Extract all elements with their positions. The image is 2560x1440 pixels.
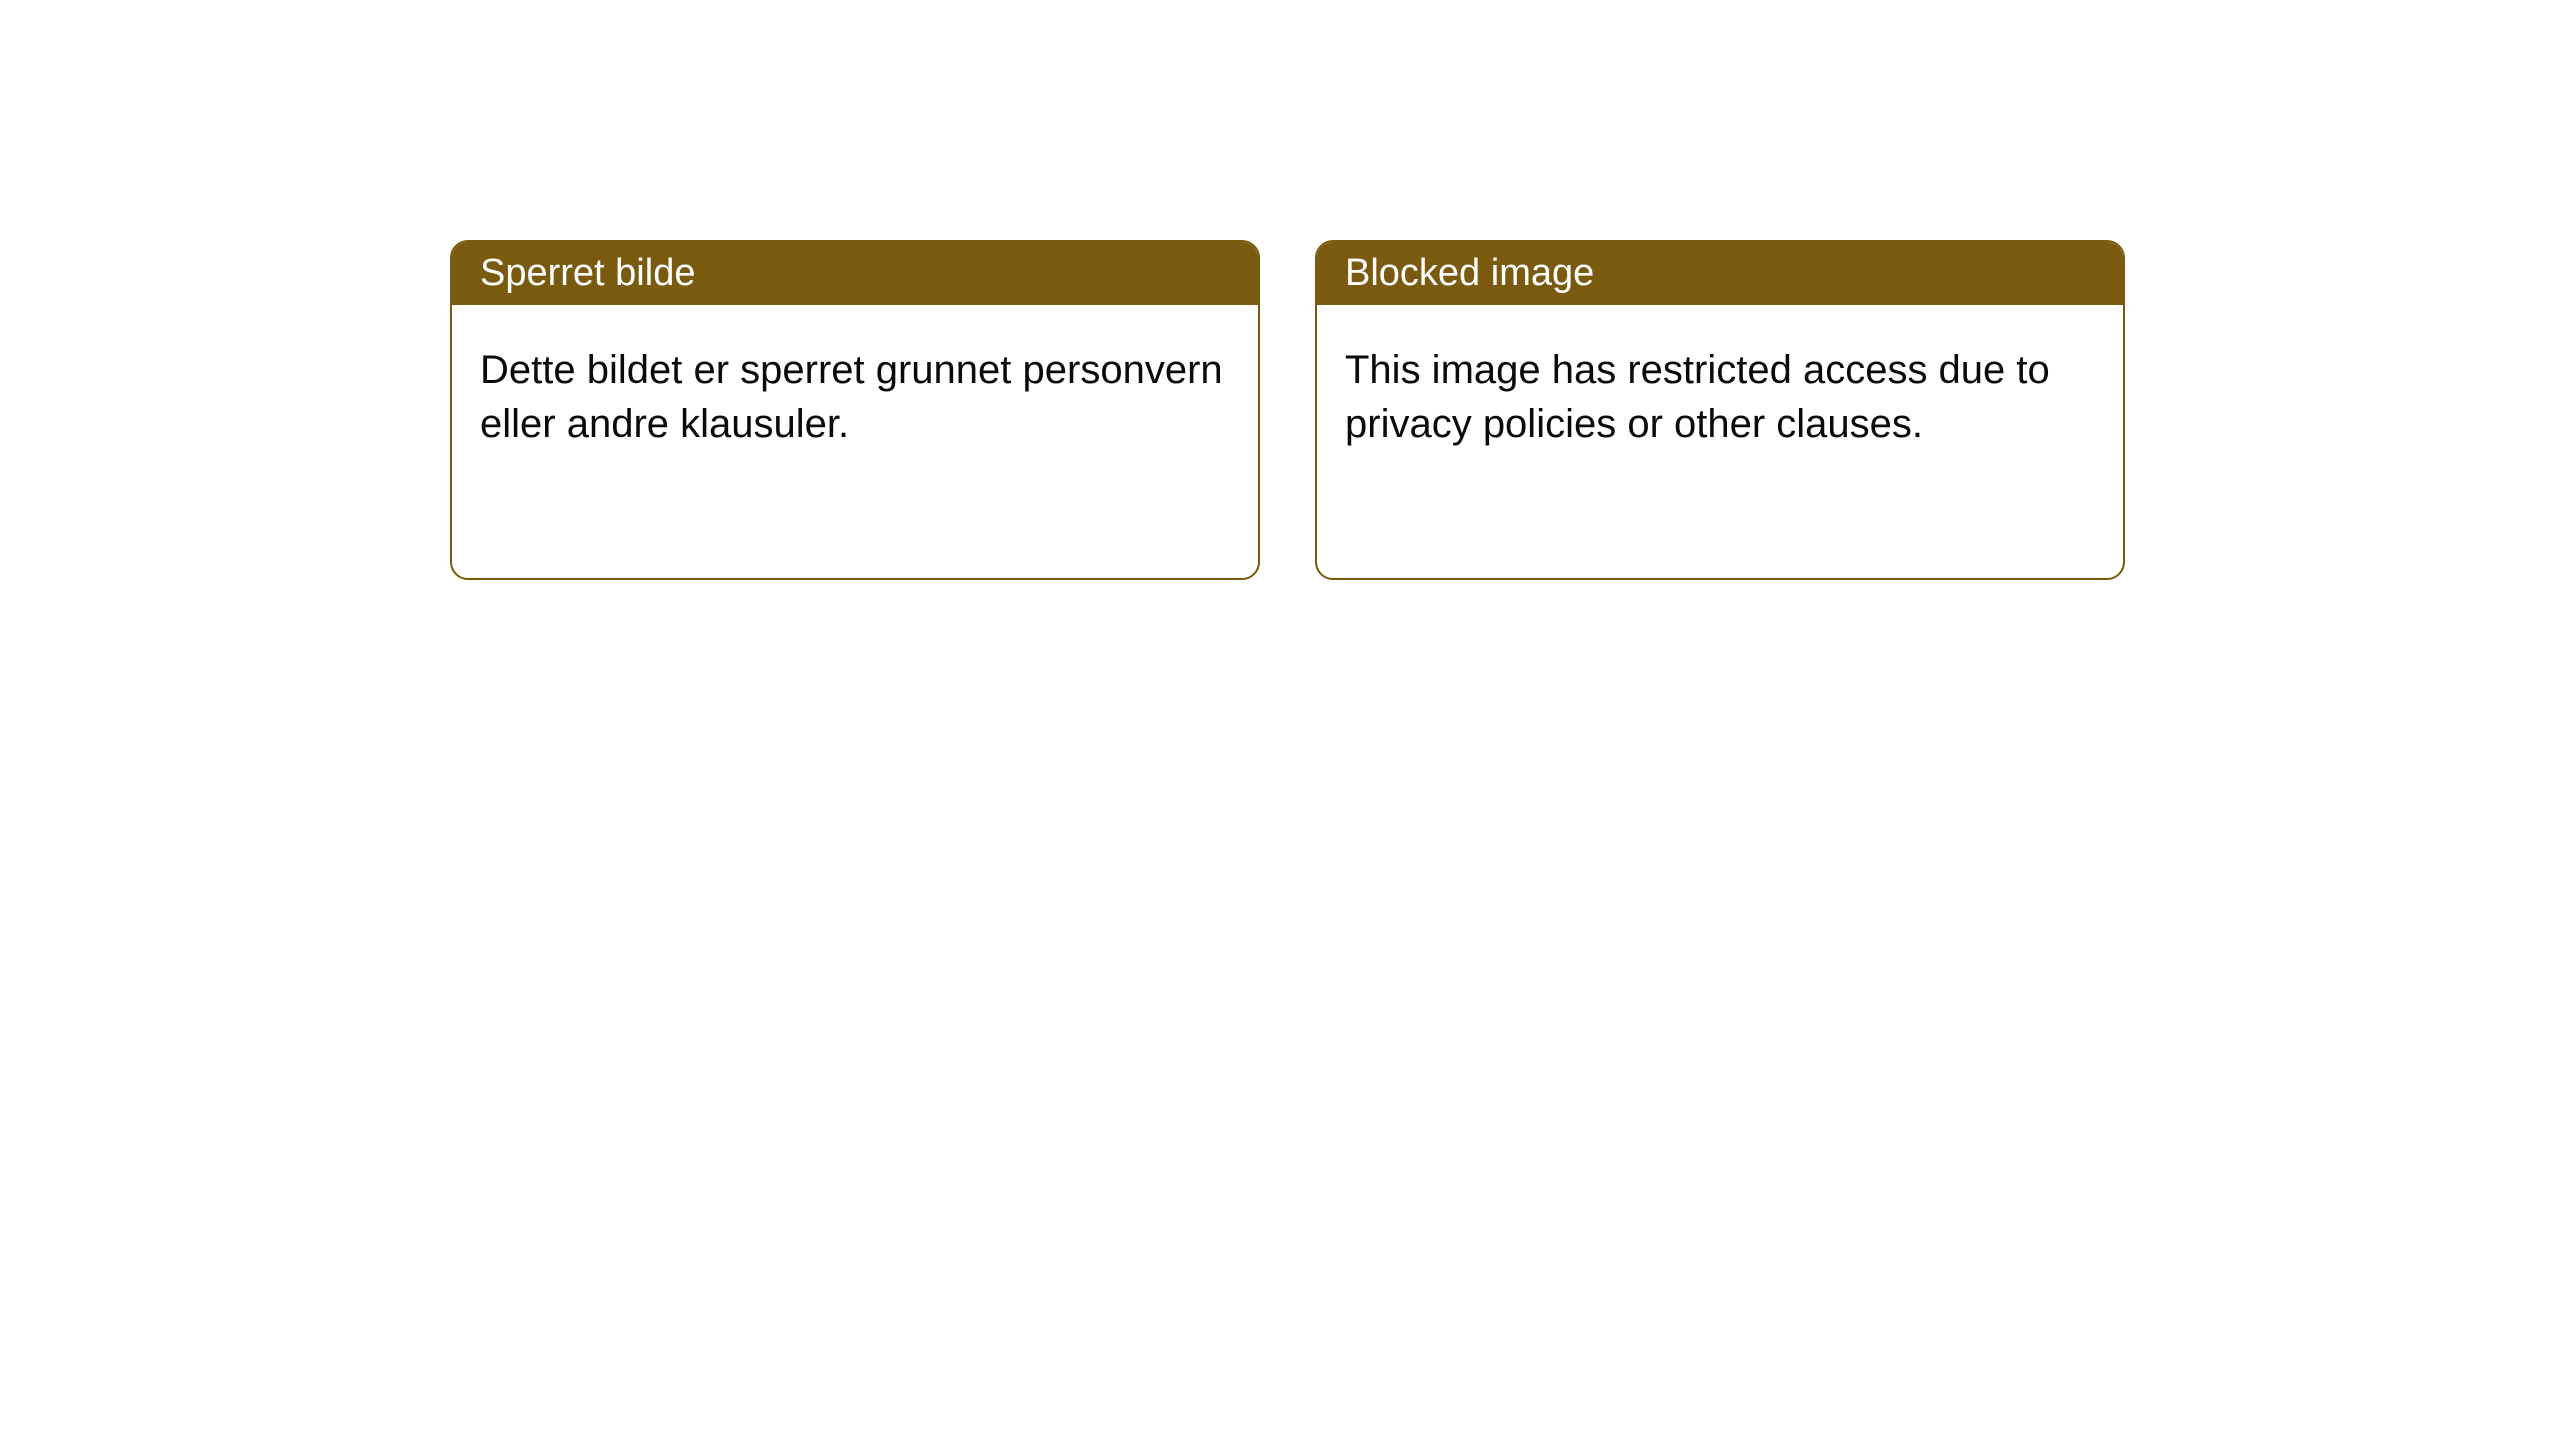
notice-card-english: Blocked image This image has restricted …: [1315, 240, 2125, 580]
notice-body: This image has restricted access due to …: [1317, 305, 2123, 489]
notice-container: Sperret bilde Dette bildet er sperret gr…: [450, 240, 2125, 580]
notice-header: Sperret bilde: [452, 242, 1258, 305]
notice-header-text: Blocked image: [1345, 252, 1594, 294]
notice-card-norwegian: Sperret bilde Dette bildet er sperret gr…: [450, 240, 1260, 580]
notice-body-text: This image has restricted access due to …: [1345, 348, 2050, 446]
notice-header: Blocked image: [1317, 242, 2123, 305]
notice-body: Dette bildet er sperret grunnet personve…: [452, 305, 1258, 489]
notice-body-text: Dette bildet er sperret grunnet personve…: [480, 348, 1223, 446]
notice-header-text: Sperret bilde: [480, 252, 695, 294]
